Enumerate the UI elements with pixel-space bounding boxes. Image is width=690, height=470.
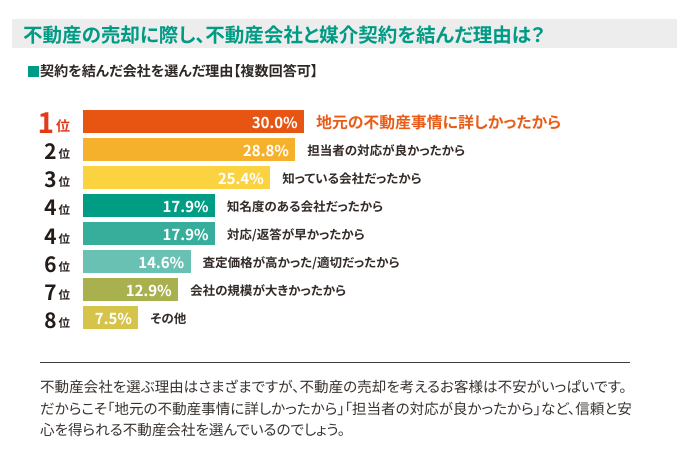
category-label: 知名度のある会社だったから (226, 195, 384, 215)
footer-note: 不動産会社を選ぶ理由はさまざまですが、不動産の売却を考えるお客様は不安がいっぱい… (40, 376, 660, 441)
footer-divider (40, 362, 630, 363)
bar: 17.9% (83, 222, 215, 246)
rank-number: 1 (37, 101, 54, 142)
bar: 17.9% (83, 193, 215, 218)
rank-suffix: 位 (58, 202, 71, 219)
rank-suffix: 位 (58, 314, 71, 331)
chart-row: 7 位 12.9% 会社の規模が大きかったから (0, 276, 690, 307)
rank-suffix: 位 (58, 174, 71, 191)
rank-number: 2 (44, 136, 57, 167)
chart-row: 3 位 25.4% 知っている会社だったから (0, 164, 690, 195)
category-label: 査定価格が高かった/適切だったから (202, 252, 400, 272)
category-label: 会社の規模が大きかったから (190, 280, 347, 300)
bar-value-label: 28.8% (242, 139, 289, 161)
category-label: 担当者の対応が良かったから (307, 139, 465, 159)
category-label: その他 (150, 308, 187, 328)
bar-value-label: 12.9% (125, 280, 172, 302)
rank-number: 4 (44, 192, 57, 223)
page-title: 不動産の売却に際し、不動産会社と媒介契約を結んだ理由は？ (23, 19, 545, 48)
bar: 12.9% (83, 278, 179, 302)
footer-note-line: 心を得られる不動産会社を選んでいるのでしょう。 (40, 419, 345, 441)
bar-value-label: 7.5% (94, 308, 132, 330)
rank-number: 6 (44, 248, 57, 279)
footer-note-line: 不動産会社を選ぶ理由はさまざまですが、不動産の売却を考えるお客様は不安がいっぱい… (40, 375, 627, 397)
bar-value-label: 14.6% (138, 252, 185, 274)
rank-suffix: 位 (58, 286, 71, 303)
rank-number: 8 (44, 304, 57, 335)
square-bullet-icon (28, 66, 39, 77)
chart-row: 8 位 7.5% その他 (0, 304, 690, 335)
bar: 14.6% (83, 250, 191, 274)
bar-value-label: 17.9% (162, 224, 209, 245)
rank-number: 3 (44, 164, 57, 195)
rank-number: 4 (44, 220, 57, 251)
title-band: 不動産の売却に際し、不動産会社と媒介契約を結んだ理由は？ (12, 19, 677, 48)
bar: 30.0% (83, 109, 305, 133)
bar-value-label: 17.9% (162, 195, 209, 217)
category-label: 地元の不動産事情に詳しかったから (316, 109, 562, 133)
bar: 7.5% (83, 306, 139, 330)
bar: 28.8% (83, 137, 296, 161)
bar-value-label: 30.0% (251, 111, 298, 133)
chart-row: 2 位 28.8% 担当者の対応が良かったから (0, 136, 690, 167)
bar: 25.4% (83, 165, 271, 189)
footer-note-line: だからこそ「地元の不動産事情に詳しかったから」「担当者の対応が良かったから」など… (40, 397, 632, 419)
rank-suffix: 位 (58, 146, 71, 163)
chart-row: 4 位 17.9% 知名度のある会社だったから (0, 192, 690, 223)
chart-row: 4 位 17.9% 対応/返答が早かったから (0, 220, 690, 251)
rank-suffix: 位 (58, 230, 71, 247)
rank-number: 7 (44, 276, 57, 307)
category-label: 知っている会社だったから (282, 167, 422, 187)
rank-suffix: 位 (56, 115, 70, 136)
chart-row: 1 位 30.0% 地元の不動産事情に詳しかったから (0, 101, 690, 142)
bar-value-label: 25.4% (217, 167, 264, 189)
chart-subtitle-label: 契約を結んだ会社を選んだ理由【複数回答可】 (40, 61, 318, 81)
rank-suffix: 位 (58, 258, 71, 275)
chart-row: 6 位 14.6% 査定価格が高かった/適切だったから (0, 248, 690, 279)
category-label: 対応/返答が早かったから (226, 224, 365, 243)
